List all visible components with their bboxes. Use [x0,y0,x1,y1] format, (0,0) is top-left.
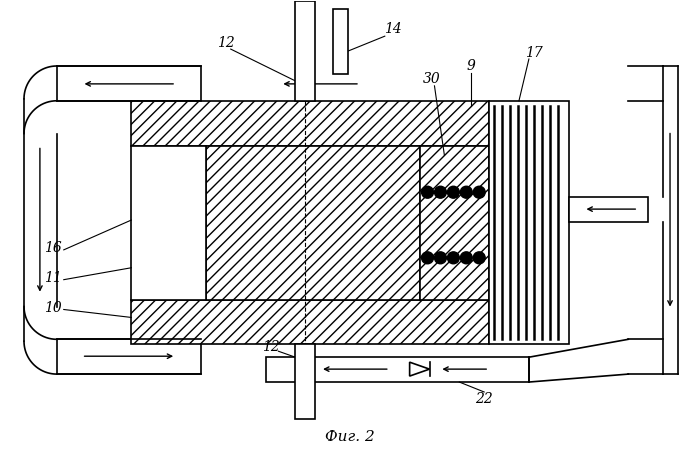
Bar [569,197,648,222]
Bar [266,357,529,382]
Bar [206,145,419,300]
Circle shape [435,252,447,264]
Bar [131,101,489,145]
Circle shape [421,252,433,264]
Text: 14: 14 [384,22,402,36]
Polygon shape [410,362,429,376]
Bar [419,145,489,300]
Circle shape [435,186,447,198]
Bar [57,66,201,101]
Bar [131,145,206,300]
Text: 9: 9 [467,59,476,73]
Bar [296,344,315,419]
Text: 11: 11 [44,271,62,285]
Text: 16: 16 [44,241,62,255]
Text: 12: 12 [217,36,235,50]
Circle shape [473,252,485,264]
Circle shape [461,252,473,264]
Circle shape [447,186,459,198]
Circle shape [461,186,473,198]
Bar [296,1,315,101]
Bar [57,339,201,374]
Text: 17: 17 [525,46,542,60]
Bar [333,10,348,74]
Text: 12: 12 [261,340,280,354]
Text: 30: 30 [423,72,440,86]
Text: Фиг. 2: Фиг. 2 [325,429,375,444]
Text: 22: 22 [475,392,493,406]
Circle shape [473,186,485,198]
Circle shape [447,252,459,264]
Circle shape [421,186,433,198]
Text: 10: 10 [44,301,62,315]
Bar [131,300,489,344]
Bar [489,101,569,344]
